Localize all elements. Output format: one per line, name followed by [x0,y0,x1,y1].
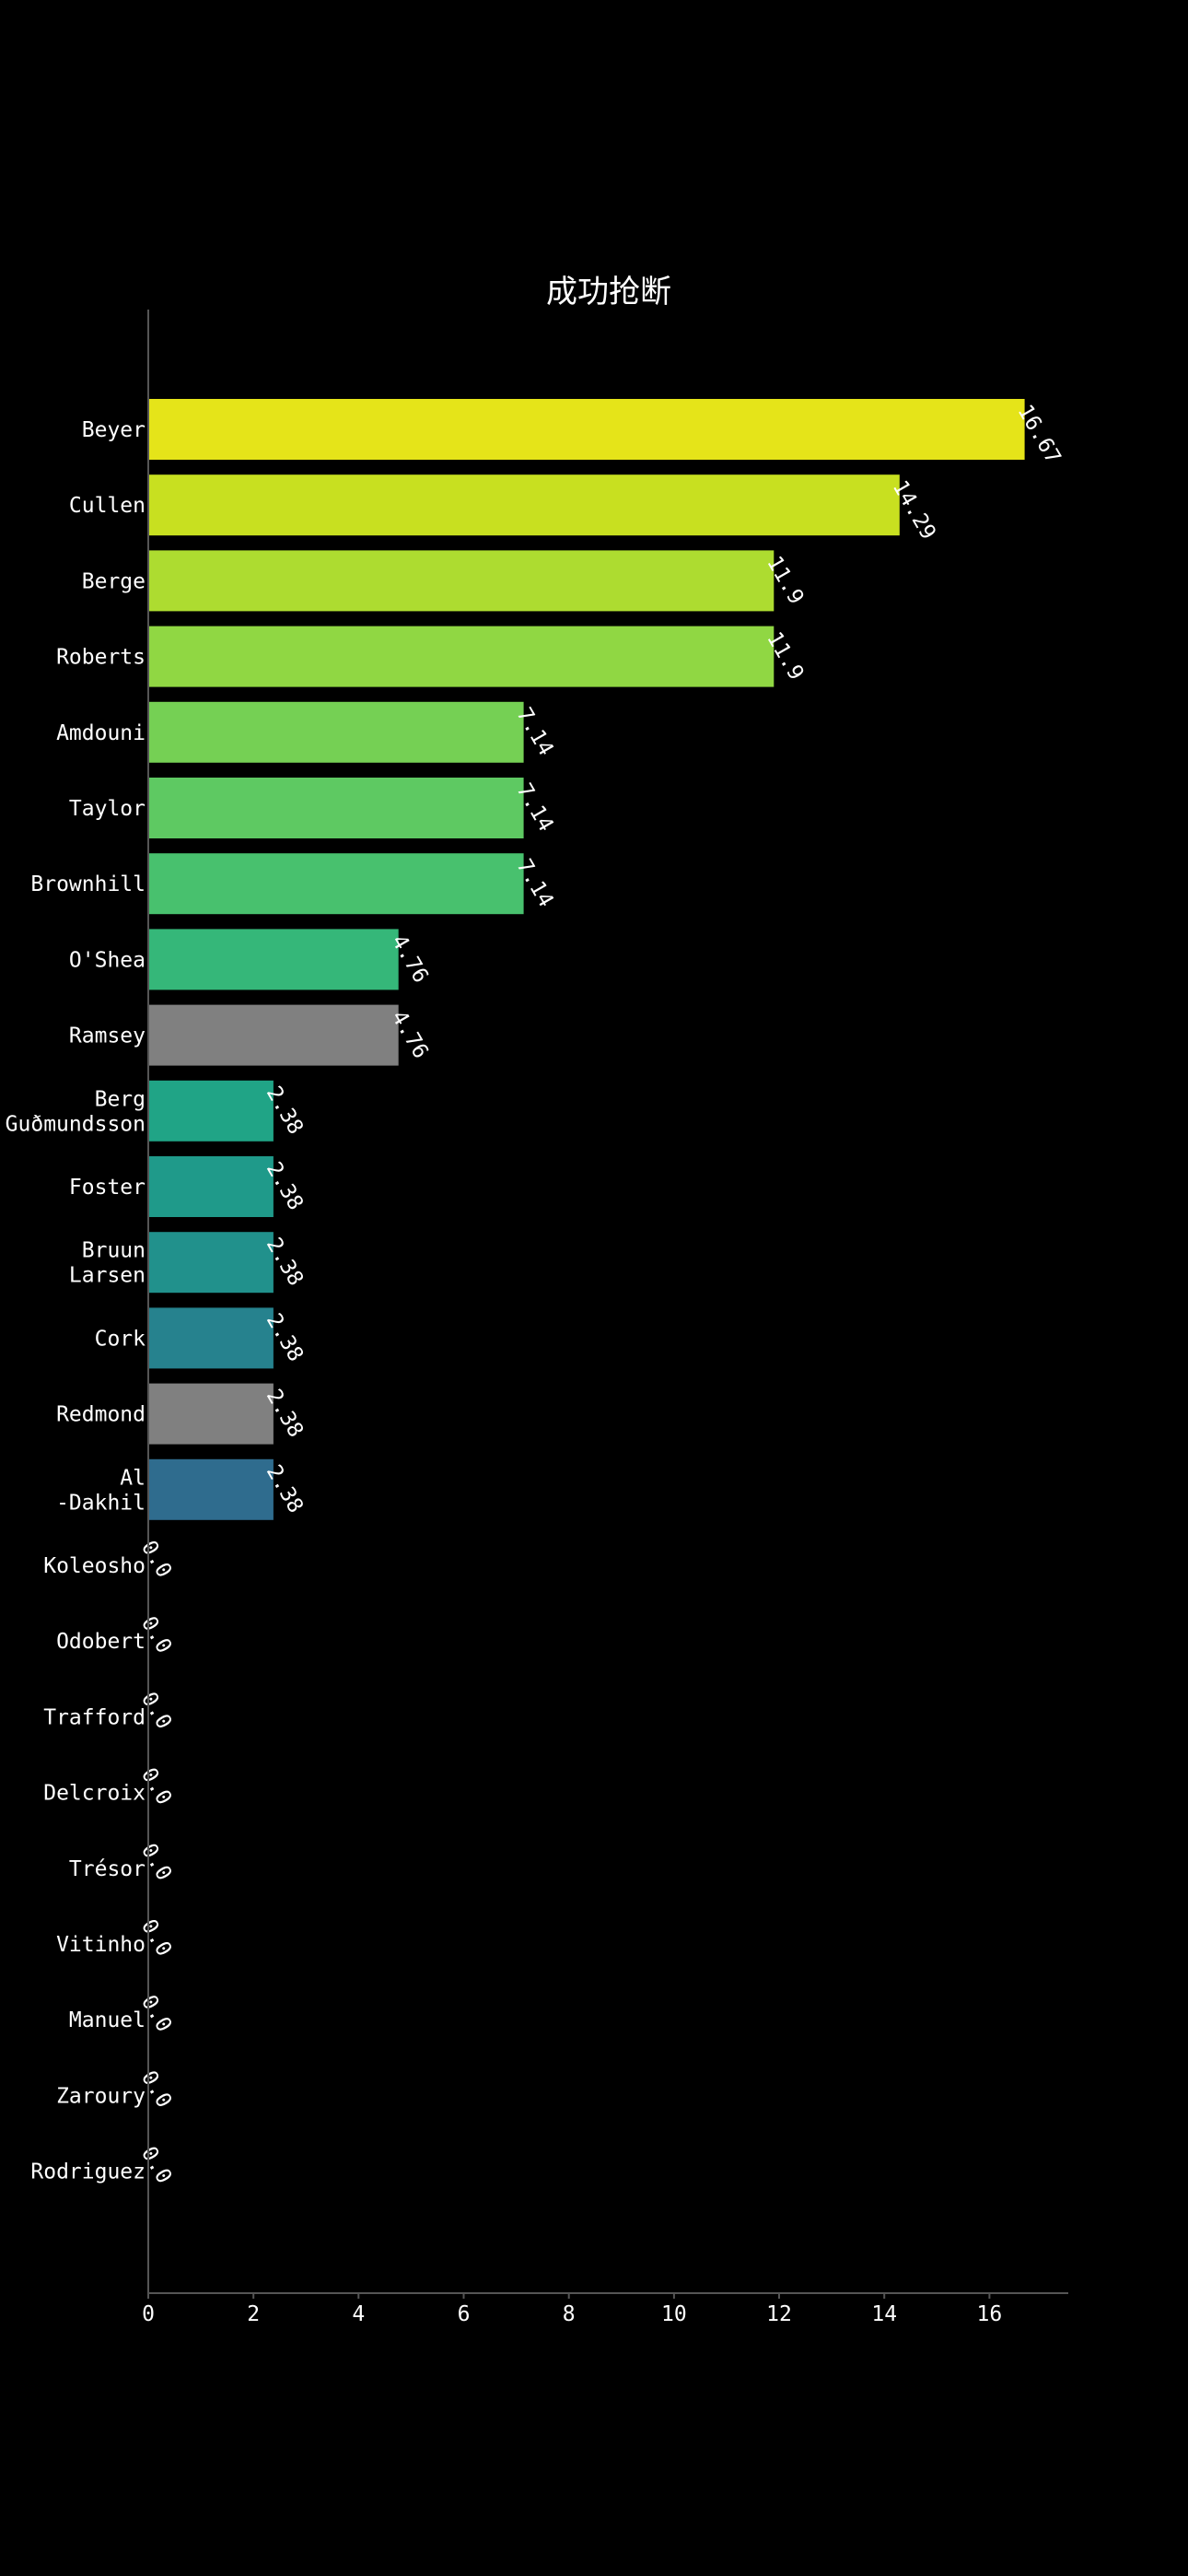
x-tick-label: 8 [563,2302,576,2326]
category-label-line: O'Shea [69,948,146,972]
category-label-line: Al [120,1466,146,1490]
bar [148,626,775,687]
category-label-line: Taylor [69,797,146,821]
category-label-line: Berge [82,569,146,593]
category-label-line: Foster [69,1176,146,1200]
x-tick-label: 4 [352,2302,365,2326]
x-axis-ticks: 0 2 4 6 8 10 12 14 16 [142,2293,1002,2326]
category-label-line: Zaroury [56,2084,146,2108]
category-label-line: Brownhill [30,872,146,896]
x-tick-label: 16 [977,2302,1003,2326]
category-label-line: Cullen [69,494,146,518]
category-label: O'Shea [69,948,146,972]
category-label: Cork [95,1327,146,1351]
category-label-line: Berg [95,1087,146,1111]
category-label-line: Cork [95,1327,146,1351]
category-label: Beyer [82,418,146,442]
bar [148,701,524,763]
x-tick-label: 6 [458,2302,471,2326]
bar [148,1004,399,1066]
category-label-line: Trafford [43,1705,146,1729]
category-labels-layer: Beyer Cullen Berge Roberts Amdouni Taylor Brow… [6,418,146,2184]
category-label: Berge [82,569,146,593]
bar [148,1383,274,1445]
bar [148,1232,274,1294]
category-label: Amdouni [56,721,146,745]
category-label-line: Bruun [82,1239,146,1263]
category-label: Trésor [69,1857,146,1881]
x-tick-label: 0 [142,2302,155,2326]
category-label-line: Roberts [56,646,146,670]
category-label-line: -Dakhil [56,1491,146,1515]
category-label: Zaroury [56,2084,146,2108]
category-label-line: Ramsey [69,1025,146,1048]
category-label: Al -Dakhil [56,1466,146,1515]
category-label-line: Amdouni [56,721,146,745]
bars-layer [148,399,1025,1520]
bar [148,1080,274,1142]
bar [148,399,1025,460]
category-label: Manuel [69,2008,146,2032]
category-label: Foster [69,1176,146,1200]
category-label: Vitinho [56,1933,146,1957]
bar [148,778,524,838]
category-label: Rodriguez [30,2160,146,2184]
category-label-line: Rodriguez [30,2160,146,2184]
bar [148,853,524,915]
category-label-line: Guðmundsson [6,1112,146,1136]
category-label: Brownhill [30,872,146,896]
category-label-line: Delcroix [43,1782,146,1806]
chart-title: 成功抢断 [546,274,671,310]
bar [148,1156,274,1217]
category-label: Ramsey [69,1025,146,1048]
bar [148,1307,274,1369]
category-label: Roberts [56,646,146,670]
category-label: Delcroix [43,1782,146,1806]
bar [148,550,775,612]
category-label-line: Koleosho [43,1554,146,1578]
category-label: Redmond [56,1403,146,1427]
category-label-line: Trésor [69,1857,146,1881]
category-label: Odobert [56,1630,146,1654]
x-tick-label: 2 [247,2302,260,2326]
category-label-line: Odobert [56,1630,146,1654]
x-tick-label: 14 [871,2302,897,2326]
category-label: Cullen [69,494,146,518]
category-label: Trafford [43,1705,146,1729]
category-label: Koleosho [43,1554,146,1578]
x-tick-label: 10 [661,2302,687,2326]
category-label-line: Larsen [69,1264,146,1288]
category-label-line: Manuel [69,2008,146,2032]
category-label-line: Redmond [56,1403,146,1427]
category-label: Taylor [69,797,146,821]
category-label: Berg Guðmundsson [6,1087,146,1136]
category-label: Bruun Larsen [69,1239,146,1288]
bar [148,474,900,536]
bar [148,929,399,990]
bar [148,1458,274,1520]
x-tick-label: 12 [766,2302,792,2326]
category-label-line: Vitinho [56,1933,146,1957]
category-label-line: Beyer [82,418,146,442]
